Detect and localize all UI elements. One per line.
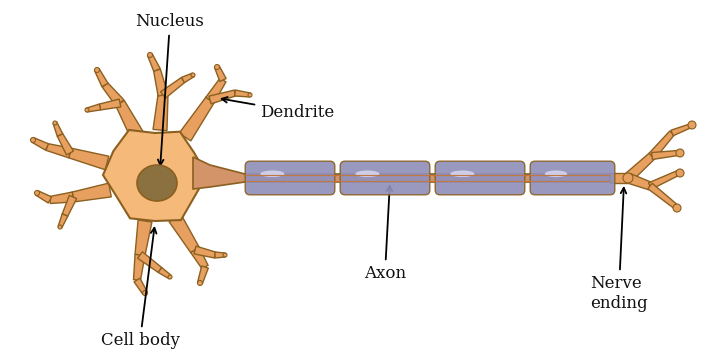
Polygon shape — [215, 252, 225, 258]
Polygon shape — [169, 214, 199, 253]
Polygon shape — [610, 173, 628, 183]
Polygon shape — [191, 247, 208, 269]
Polygon shape — [134, 278, 147, 294]
Polygon shape — [95, 69, 108, 87]
Text: Dendrite: Dendrite — [222, 97, 334, 121]
Polygon shape — [46, 144, 71, 158]
Text: Nucleus: Nucleus — [135, 13, 204, 165]
Polygon shape — [102, 83, 124, 106]
Circle shape — [94, 68, 99, 72]
Polygon shape — [58, 134, 73, 155]
Polygon shape — [53, 122, 63, 136]
Polygon shape — [58, 214, 68, 228]
Polygon shape — [50, 192, 73, 203]
Polygon shape — [209, 90, 236, 104]
Polygon shape — [652, 150, 678, 159]
Ellipse shape — [261, 171, 284, 177]
Circle shape — [58, 225, 62, 229]
FancyBboxPatch shape — [246, 161, 335, 195]
Circle shape — [223, 253, 227, 257]
Polygon shape — [235, 90, 251, 97]
Polygon shape — [133, 255, 145, 280]
Circle shape — [623, 173, 633, 183]
Polygon shape — [32, 138, 48, 150]
Polygon shape — [116, 101, 143, 138]
Circle shape — [148, 53, 153, 58]
Circle shape — [168, 275, 172, 279]
Polygon shape — [649, 171, 679, 189]
Circle shape — [53, 121, 57, 125]
Circle shape — [191, 73, 195, 77]
Circle shape — [676, 169, 684, 177]
Polygon shape — [135, 220, 152, 256]
Polygon shape — [206, 78, 226, 103]
Polygon shape — [36, 191, 52, 203]
Polygon shape — [153, 95, 168, 131]
Polygon shape — [626, 173, 652, 190]
Polygon shape — [648, 183, 677, 208]
Polygon shape — [62, 195, 76, 216]
Polygon shape — [86, 104, 101, 112]
Polygon shape — [649, 131, 674, 159]
Circle shape — [197, 280, 202, 285]
Polygon shape — [215, 66, 226, 81]
Polygon shape — [197, 266, 208, 284]
Circle shape — [85, 108, 89, 112]
Text: Axon: Axon — [364, 186, 406, 282]
Polygon shape — [181, 73, 194, 83]
Circle shape — [35, 190, 40, 195]
Polygon shape — [158, 267, 171, 279]
Circle shape — [248, 93, 252, 97]
Polygon shape — [671, 124, 690, 136]
Ellipse shape — [356, 171, 379, 177]
Circle shape — [143, 291, 148, 296]
Polygon shape — [148, 54, 160, 72]
Polygon shape — [161, 78, 185, 98]
Circle shape — [673, 204, 681, 212]
FancyBboxPatch shape — [340, 161, 430, 195]
Polygon shape — [138, 252, 162, 273]
FancyBboxPatch shape — [530, 161, 615, 195]
Circle shape — [688, 121, 696, 129]
Polygon shape — [625, 153, 654, 182]
Text: Nerve
ending: Nerve ending — [590, 188, 647, 312]
Circle shape — [30, 138, 35, 143]
FancyBboxPatch shape — [435, 161, 525, 195]
Polygon shape — [193, 157, 610, 189]
Polygon shape — [99, 99, 121, 110]
Circle shape — [215, 64, 220, 69]
Polygon shape — [179, 97, 214, 141]
Polygon shape — [68, 148, 109, 170]
Polygon shape — [72, 183, 112, 202]
Polygon shape — [194, 246, 216, 258]
Ellipse shape — [137, 165, 177, 201]
Polygon shape — [153, 69, 168, 96]
Text: Cell body: Cell body — [101, 228, 179, 349]
Ellipse shape — [451, 171, 474, 177]
Polygon shape — [103, 130, 207, 221]
Ellipse shape — [545, 171, 567, 177]
Circle shape — [676, 149, 684, 157]
